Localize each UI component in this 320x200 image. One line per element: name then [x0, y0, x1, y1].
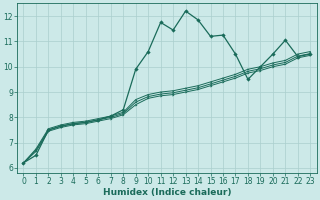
- X-axis label: Humidex (Indice chaleur): Humidex (Indice chaleur): [103, 188, 231, 197]
